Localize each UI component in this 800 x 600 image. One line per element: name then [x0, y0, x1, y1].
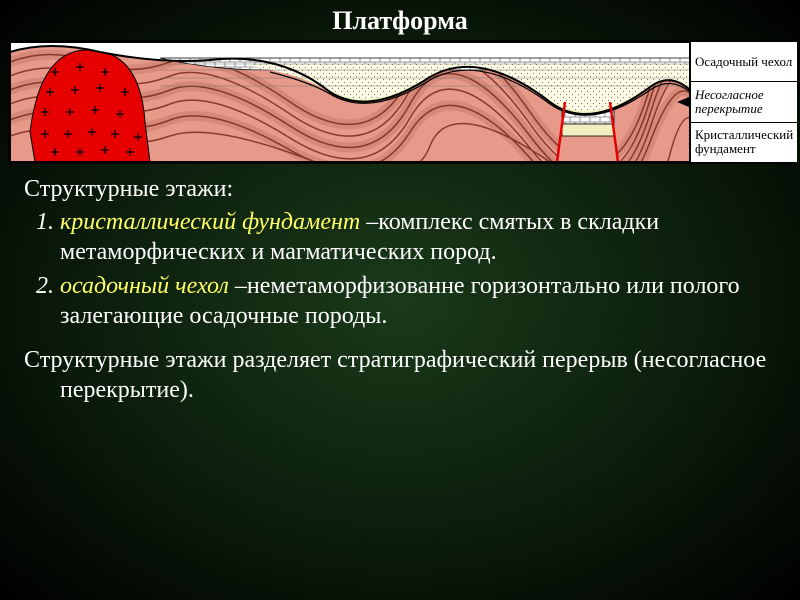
legend-crystalline-basement: Кристаллический фундамент: [691, 123, 797, 162]
content-block: Структурные этажи: кристаллический фунда…: [0, 164, 800, 405]
page-title: Платформа: [0, 0, 800, 40]
list-item: осадочный чехол –неметаморфизованне гори…: [60, 271, 776, 331]
structural-floors-heading: Структурные этажи:: [24, 176, 776, 203]
diagram-legend: Осадочный чехол Несогласное перекрытие К…: [691, 42, 797, 162]
footer-note: Структурные этажи разделяет стратиграфич…: [24, 345, 776, 405]
term-crystalline-basement: кристаллический фундамент: [60, 209, 360, 235]
structural-floors-list: кристаллический фундамент –комплекс смят…: [24, 207, 776, 331]
geology-cross-section: [10, 42, 691, 162]
term-sedimentary-cover: осадочный чехол: [60, 273, 229, 299]
legend-unconformity: Несогласное перекрытие: [691, 81, 797, 122]
legend-sedimentary-cover: Осадочный чехол: [691, 42, 797, 81]
platform-diagram: Осадочный чехол Несогласное перекрытие К…: [8, 40, 792, 164]
list-item: кристаллический фундамент –комплекс смят…: [60, 207, 776, 267]
